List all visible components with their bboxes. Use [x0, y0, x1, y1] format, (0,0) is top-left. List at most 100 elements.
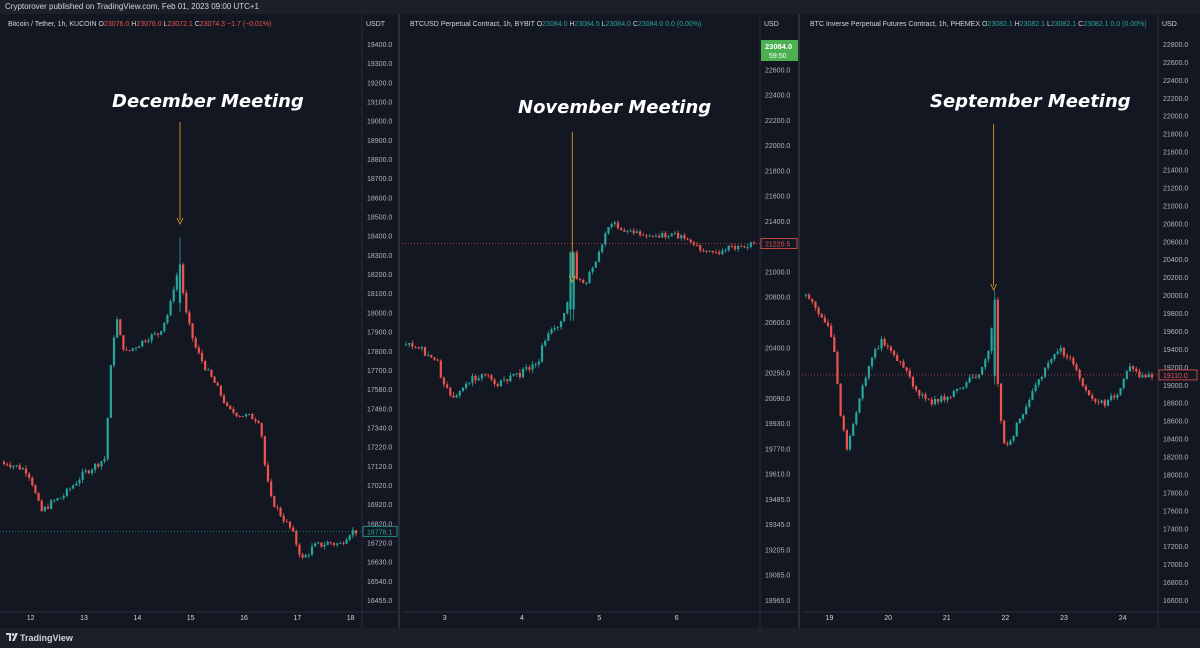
candle-body	[830, 325, 833, 337]
y-tick-label: 16820.0	[367, 521, 392, 528]
x-tick-label: 12	[27, 615, 35, 622]
candle-body	[1097, 401, 1100, 403]
candle-body	[864, 377, 867, 386]
last-price-value: 19110.0	[1163, 373, 1188, 380]
candle-body	[657, 235, 661, 238]
candle-body	[1100, 400, 1103, 403]
ohlc-key: O	[982, 21, 988, 28]
candle-body	[817, 307, 820, 314]
ohlc-value: 23084.0	[638, 21, 665, 28]
candle-body	[141, 340, 144, 347]
candle-body	[1059, 347, 1062, 352]
candle-body	[949, 396, 952, 398]
candle-body	[651, 235, 654, 237]
candle-body	[559, 321, 563, 328]
candle-body	[307, 554, 310, 556]
candle-body	[808, 294, 811, 299]
candle-body	[699, 245, 702, 251]
chart-panel-september[interactable]: BTC Inverse Perpetual Futures Contract, …	[802, 14, 1200, 628]
candle-body	[24, 468, 28, 474]
candle-body	[556, 327, 559, 328]
candle-body	[119, 319, 122, 336]
candle-body	[150, 334, 153, 341]
candle-body	[222, 395, 226, 403]
candle-body	[547, 333, 550, 341]
candle-body	[534, 364, 537, 366]
candle-body	[270, 481, 273, 497]
x-tick-label: 22	[1001, 615, 1009, 622]
candle-body	[842, 415, 845, 431]
currency-label: USD	[764, 21, 779, 28]
chart-panel-december[interactable]: Bitcoin / Tether, 1h, KUCOIN O23076.0 H2…	[0, 14, 400, 628]
candle-body	[502, 379, 506, 381]
ohlc-value: 23084.0	[606, 21, 633, 28]
ohlc-key: H	[1015, 21, 1020, 28]
candle-body	[339, 543, 342, 544]
ohlc-key: C	[1078, 21, 1083, 28]
candle-body	[483, 374, 487, 376]
candle-body	[128, 350, 131, 352]
candle-body	[430, 355, 433, 358]
candle-body	[336, 543, 339, 545]
candle-body	[823, 317, 826, 323]
candle-body	[1150, 374, 1154, 378]
candle-body	[266, 464, 270, 482]
candle-body	[886, 345, 889, 347]
candle-body	[987, 351, 990, 360]
y-tick-label: 18400.0	[367, 234, 392, 241]
candle-body	[632, 230, 635, 234]
y-tick-label: 19800.0	[1163, 311, 1188, 318]
candle-body	[852, 424, 855, 436]
y-tick-label: 22200.0	[1163, 96, 1188, 103]
candle-body	[276, 507, 279, 508]
y-tick-label: 18700.0	[367, 176, 392, 183]
y-tick-label: 19400.0	[367, 42, 392, 49]
y-tick-label: 16920.0	[367, 502, 392, 509]
y-tick-label: 19200.0	[1163, 365, 1188, 372]
y-tick-label: 19485.0	[765, 497, 790, 504]
candle-body	[50, 500, 53, 509]
candle-body	[310, 546, 314, 555]
ohlc-value: 23072.1	[167, 21, 194, 28]
y-tick-label: 19205.0	[765, 547, 790, 554]
chart-december-svg[interactable]: Bitcoin / Tether, 1h, KUCOIN O23076.0 H2…	[0, 14, 400, 628]
candle-body	[563, 313, 566, 322]
candle-body	[1119, 388, 1122, 395]
candle-body	[46, 506, 50, 509]
candle-body	[56, 498, 59, 501]
x-tick-label: 17	[293, 615, 301, 622]
candle-body	[604, 233, 607, 245]
candle-body	[566, 302, 569, 314]
candle-body	[752, 242, 756, 244]
candle-body	[493, 379, 496, 385]
candle-body	[971, 376, 974, 378]
ohlc-value: −1.7 (−0.01%)	[227, 21, 271, 28]
candle-body	[87, 470, 90, 474]
chart-november-svg[interactable]: BTCUSD Perpetual Contract, 1h, BYBIT O23…	[402, 14, 800, 628]
candle-body	[911, 376, 915, 387]
candle-body	[490, 375, 493, 380]
chart-september-svg[interactable]: BTC Inverse Perpetual Futures Contract, …	[802, 14, 1200, 628]
candle-body	[332, 543, 336, 545]
y-tick-label: 18000.0	[1163, 472, 1188, 479]
candle-body	[867, 366, 871, 378]
chart-panel-november[interactable]: BTCUSD Perpetual Contract, 1h, BYBIT O23…	[402, 14, 800, 628]
candle-body	[727, 245, 730, 251]
ohlc-key: C	[195, 21, 200, 28]
y-tick-label: 22600.0	[765, 67, 790, 74]
current-price-countdown: 59:50	[769, 53, 787, 60]
candle-body	[639, 231, 642, 236]
ohlc-key: C	[633, 21, 638, 28]
y-tick-label: 20000.0	[1163, 293, 1188, 300]
candle-body	[870, 357, 874, 367]
candle-body	[877, 348, 880, 350]
current-price-value: 23084.0	[765, 42, 792, 51]
y-tick-label: 22200.0	[765, 118, 790, 125]
candle-body	[458, 390, 461, 396]
candle-body	[996, 299, 999, 384]
y-tick-label: 17600.0	[1163, 508, 1188, 515]
candle-body	[304, 555, 307, 558]
candle-body	[620, 228, 623, 230]
candle-body	[540, 345, 544, 362]
candle-body	[131, 348, 134, 351]
